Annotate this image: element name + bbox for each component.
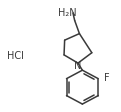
- Text: F: F: [104, 73, 110, 83]
- Text: N: N: [74, 61, 82, 71]
- Text: HCl: HCl: [7, 51, 24, 61]
- Text: H₂N: H₂N: [58, 8, 77, 18]
